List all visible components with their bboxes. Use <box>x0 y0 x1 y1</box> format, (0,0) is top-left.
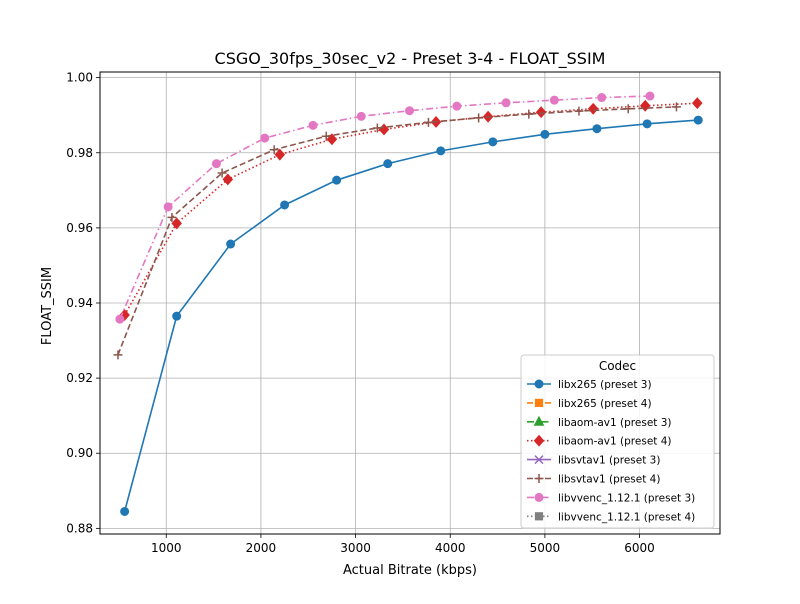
y-tick-label: 0.94 <box>66 296 93 310</box>
legend-marker <box>534 474 544 483</box>
legend-label: libaom-av1 (preset 4) <box>558 436 672 448</box>
y-tick-label: 0.90 <box>66 446 93 460</box>
data-point <box>405 106 415 116</box>
data-point <box>226 239 236 249</box>
plot-series <box>113 91 703 516</box>
legend-label: libx265 (preset 4) <box>558 398 652 410</box>
data-point <box>372 123 382 133</box>
data-point <box>645 91 655 101</box>
series-line <box>123 102 698 316</box>
legend-box <box>520 354 715 529</box>
legend: Codec libx265 (preset 3) libx265 (preset 4… <box>520 354 715 529</box>
data-point <box>587 102 599 115</box>
data-point <box>488 137 498 147</box>
data-point <box>423 117 433 127</box>
data-point <box>260 133 270 143</box>
data-point <box>549 95 559 105</box>
data-point <box>172 311 182 321</box>
chart-title: CSGO_30fps_30sec_v2 - Preset 3-4 - FLOAT… <box>215 49 606 69</box>
data-point <box>280 200 290 210</box>
data-point <box>383 159 393 169</box>
data-point <box>211 159 221 169</box>
series-line <box>119 95 650 320</box>
y-tick-label: 0.96 <box>66 221 93 235</box>
data-point <box>535 106 547 119</box>
y-tick-label: 0.88 <box>66 521 93 535</box>
data-point <box>163 202 173 212</box>
x-tick-label: 3000 <box>340 541 371 555</box>
series-group <box>113 102 681 360</box>
x-tick-label: 2000 <box>246 541 277 555</box>
data-point <box>524 109 534 119</box>
data-point <box>452 101 462 111</box>
legend-label: libaom-av1 (preset 3) <box>558 417 672 429</box>
data-point <box>332 175 342 185</box>
data-point <box>671 102 681 112</box>
legend-label: libsvtav1 (preset 3) <box>558 455 660 467</box>
legend-marker <box>534 492 544 502</box>
legend-marker <box>534 379 544 389</box>
data-point <box>321 131 331 141</box>
series-line <box>123 119 699 512</box>
data-point <box>274 148 286 161</box>
data-point <box>115 314 125 324</box>
y-tick-label: 0.92 <box>66 371 93 385</box>
data-point <box>171 217 182 230</box>
x-tick-label: 1000 <box>151 541 182 555</box>
data-point <box>501 98 511 108</box>
axis-ticks: 1000 2000 3000 4000 5000 6000 0.88 0.90 0.92 0.94… <box>66 71 655 555</box>
y-axis-label: FLOAT_SSIM <box>40 267 55 345</box>
data-point <box>692 97 703 110</box>
legend-marker <box>533 434 545 447</box>
x-axis-label: Actual Bitrate (kbps) <box>343 563 477 578</box>
series-group <box>120 115 703 516</box>
legend-label: libsvtav1 (preset 4) <box>558 474 660 486</box>
y-tick-label: 0.98 <box>66 146 93 160</box>
data-point <box>474 113 484 123</box>
data-point <box>217 168 227 178</box>
data-point <box>167 212 177 222</box>
legend-label: libvvenc_1.12.1 (preset 3) <box>558 492 695 504</box>
legend-label: libx265 (preset 3) <box>558 379 652 391</box>
data-point <box>540 129 550 139</box>
data-point <box>642 119 652 129</box>
data-point <box>356 111 366 121</box>
y-tick-label: 1.00 <box>66 71 93 85</box>
data-point <box>222 173 234 186</box>
data-point <box>597 93 607 103</box>
data-point <box>574 106 584 116</box>
legend-marker <box>533 415 545 426</box>
grid <box>100 72 720 534</box>
series-line <box>117 106 677 356</box>
data-point <box>623 104 633 114</box>
series-group <box>115 91 655 324</box>
x-tick-label: 4000 <box>435 541 466 555</box>
legend-marker <box>534 455 544 465</box>
x-tick-label: 5000 <box>530 541 561 555</box>
data-point <box>113 350 123 360</box>
data-point <box>436 146 446 156</box>
legend-label: libvvenc_1.12.1 (preset 4) <box>558 511 695 523</box>
data-point <box>120 506 130 516</box>
data-point <box>693 115 703 125</box>
x-tick-label: 6000 <box>624 541 655 555</box>
data-point <box>592 124 602 134</box>
legend-marker <box>534 398 544 407</box>
legend-marker <box>534 512 544 521</box>
data-point <box>308 120 318 130</box>
data-point <box>269 145 279 155</box>
legend-title: Codec <box>599 359 636 373</box>
